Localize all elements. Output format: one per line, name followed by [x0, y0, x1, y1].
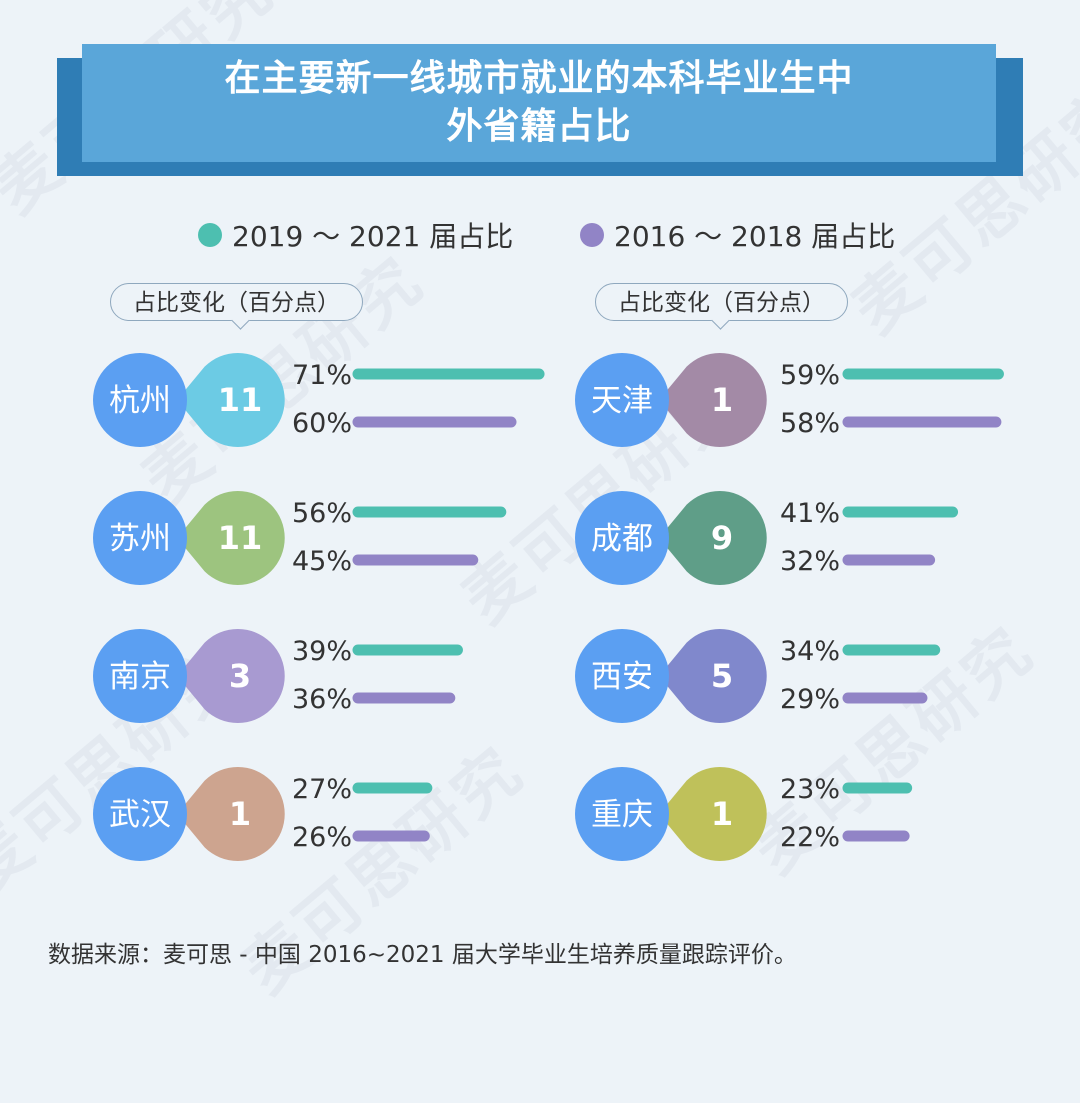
city-8-label-recent: 23% [780, 774, 840, 805]
legend-item-earlier: 2016 ～ 2018 届占比 [580, 215, 895, 255]
change-note-left: 占比变化（百分点） [110, 283, 363, 321]
title-line-1: 在主要新一线城市就业的本科毕业生中 [224, 58, 854, 99]
city-1-city-circle [93, 353, 187, 447]
city-4-city-circle [93, 767, 187, 861]
city-5-change-value: 1 [711, 381, 733, 419]
city-4-label-recent: 27% [292, 774, 352, 805]
city-8-change-shape [659, 767, 767, 861]
legend-label-earlier: 2016 ～ 2018 届占比 [614, 220, 896, 253]
city-5-label-recent: 59% [780, 360, 840, 391]
city-8-city-name: 重庆 [591, 797, 653, 833]
city-2-label-recent: 56% [292, 498, 352, 529]
city-2-city-name: 苏州 [109, 521, 171, 557]
city-2-change-shape [177, 490, 285, 585]
title-line-2: 外省籍占比 [446, 106, 632, 147]
city-3-label-earlier: 36% [292, 684, 352, 715]
city-2-label-earlier: 45% [292, 546, 352, 577]
city-3-change-value: 3 [229, 657, 251, 695]
city-1-change-value: 11 [218, 381, 263, 419]
city-5-city-circle [575, 353, 669, 447]
city-6-city-circle [575, 491, 669, 585]
data-source: 数据来源：麦可思 - 中国 2016~2021 届大学毕业生培养质量跟踪评价。 [48, 942, 797, 968]
city-7-city-name: 西安 [591, 659, 653, 695]
legend: 2019 ～ 2021 届占比 2016 ～ 2018 届占比 [0, 215, 1080, 255]
city-6-city-name: 成都 [591, 521, 653, 557]
city-8-change-value: 1 [711, 795, 733, 833]
city-2-change-value: 11 [218, 519, 263, 557]
city-6-label-recent: 41% [780, 498, 840, 529]
city-8-label-earlier: 22% [780, 822, 840, 853]
city-5-city-name: 天津 [591, 383, 653, 419]
city-6-change-value: 9 [711, 519, 733, 557]
city-7-change-value: 5 [711, 657, 733, 695]
city-7-change-shape [659, 629, 767, 723]
city-7-city-circle [575, 629, 669, 723]
city-1-label-earlier: 60% [292, 408, 352, 439]
legend-dot-earlier-icon [580, 223, 604, 247]
city-7-label-recent: 34% [780, 636, 840, 667]
legend-item-recent: 2019 ～ 2021 届占比 [198, 215, 513, 255]
city-1-label-recent: 71% [292, 360, 352, 391]
city-5-label-earlier: 58% [780, 408, 840, 439]
title-banner: 在主要新一线城市就业的本科毕业生中 外省籍占比 [82, 44, 996, 162]
city-3-city-name: 南京 [109, 659, 171, 695]
city-4-change-value: 1 [229, 795, 251, 833]
city-5-change-shape [659, 353, 767, 447]
city-4-change-shape [177, 767, 285, 861]
city-1-change-shape [177, 353, 285, 447]
city-2-city-circle [93, 491, 187, 585]
city-4-city-name: 武汉 [109, 797, 171, 833]
city-3-change-shape [177, 629, 285, 723]
city-7-label-earlier: 29% [780, 684, 840, 715]
city-6-change-shape [659, 490, 767, 585]
city-3-label-recent: 39% [292, 636, 352, 667]
city-8-city-circle [575, 767, 669, 861]
city-1-city-name: 杭州 [109, 383, 171, 419]
legend-dot-recent-icon [198, 223, 222, 247]
city-4-label-earlier: 26% [292, 822, 352, 853]
legend-label-recent: 2019 ～ 2021 届占比 [232, 220, 514, 253]
city-3-city-circle [93, 629, 187, 723]
city-6-label-earlier: 32% [780, 546, 840, 577]
